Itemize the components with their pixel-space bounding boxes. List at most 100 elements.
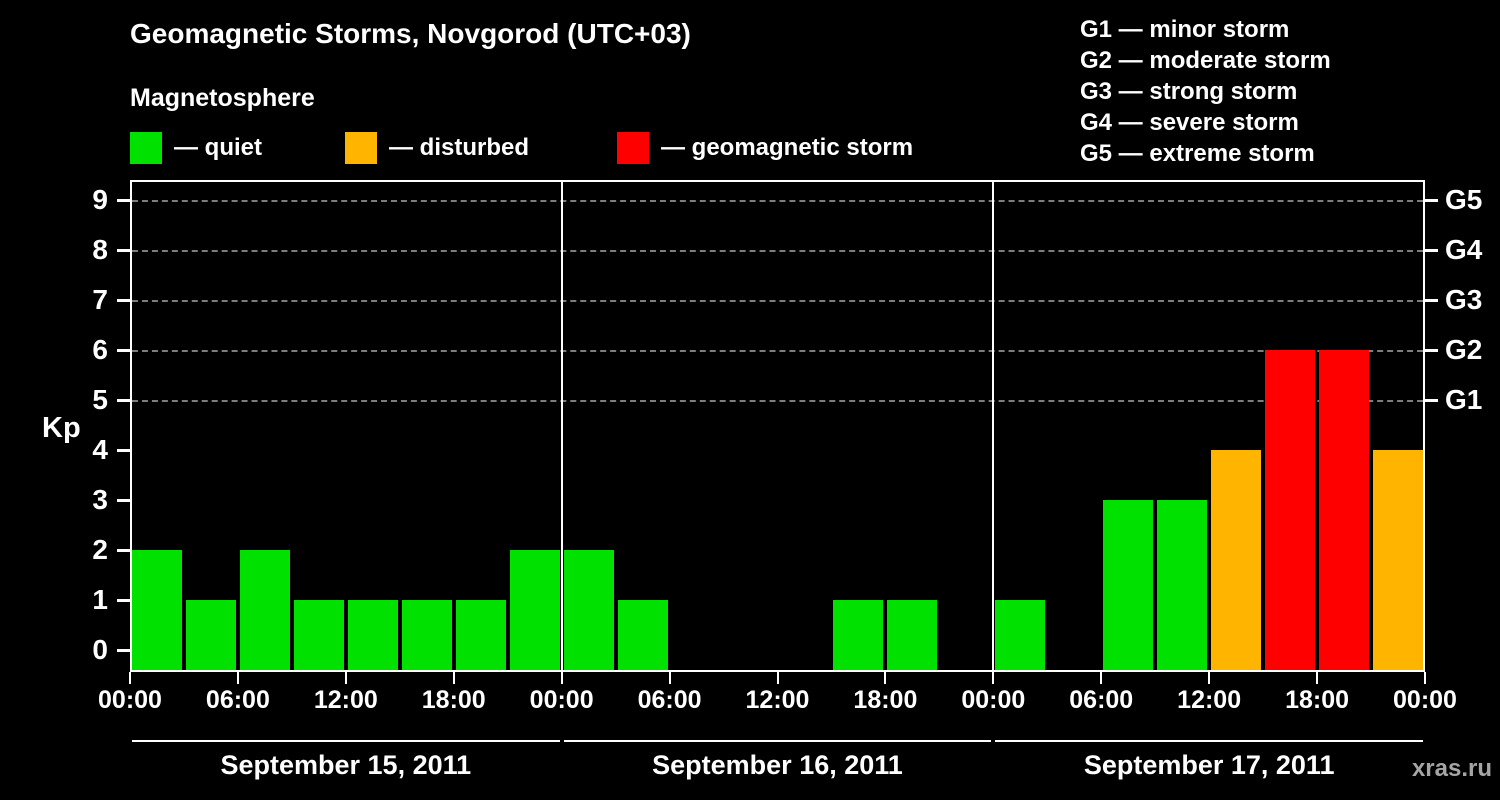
gridline-kp-5 [132, 400, 1423, 402]
storm-scale-line-g1: G1 — minor storm [1080, 16, 1290, 43]
bar-day2-h0 [563, 550, 614, 670]
bar-day1-h18 [455, 600, 506, 670]
storm-scale-line-g5: G5 — extreme storm [1080, 140, 1315, 167]
bar-day1-h3 [185, 600, 236, 670]
y-tick-label-2: 2 [92, 534, 108, 565]
gridline-kp-9 [132, 200, 1423, 202]
y-tick-5 [117, 399, 130, 402]
y-tick-1 [117, 599, 130, 602]
right-tick-g5 [1425, 199, 1438, 202]
bar-day3-h9 [1157, 500, 1208, 670]
x-day1-0000-tick [129, 672, 131, 684]
storm-scale-line-g3: G3 — strong storm [1080, 78, 1298, 105]
date-label-3: September 17, 2011 [1083, 750, 1335, 780]
x-axis-end-label: 00:00 [1393, 686, 1457, 714]
x-day1-1800-tick [452, 672, 455, 684]
bar-day1-h15 [401, 600, 452, 670]
y-tick-label-9: 9 [92, 184, 108, 215]
y-tick-label-4: 4 [92, 434, 108, 465]
bar-day3-h12 [1211, 450, 1262, 670]
right-tick-g1 [1425, 399, 1438, 402]
bar-day2-h3 [617, 600, 668, 670]
right-tick-g3 [1425, 299, 1438, 302]
x-day2-0600-label: 06:00 [637, 686, 702, 714]
bar-day1-h21 [509, 550, 560, 670]
date-bracket-1 [132, 740, 560, 742]
x-day3-1800-tick [1316, 672, 1319, 684]
y-tick-3 [117, 499, 130, 502]
bar-day1-h12 [347, 600, 398, 670]
y-tick-label-0: 0 [92, 634, 108, 665]
y-tick-label-6: 6 [92, 334, 108, 365]
plot-frame [130, 180, 1425, 672]
right-axis-label-g3: G3 [1445, 284, 1483, 315]
y-tick-0 [117, 649, 130, 652]
storm-scale-line-g4: G4 — severe storm [1080, 109, 1299, 136]
y-tick-label-3: 3 [92, 484, 108, 515]
x-day1-1200-tick [344, 672, 347, 684]
x-axis-end-tick [1424, 672, 1426, 684]
gridline-kp-8 [132, 250, 1423, 252]
x-day1-1800-label: 18:00 [421, 686, 486, 714]
legend-swatch-storm [617, 132, 649, 164]
right-axis-label-g2: G2 [1445, 334, 1483, 365]
bar-day3-h0 [995, 600, 1046, 670]
y-tick-7 [117, 299, 130, 302]
gridline-kp-7 [132, 300, 1423, 302]
x-day3-1200-tick [1208, 672, 1211, 684]
kp-color-legend: — quiet — disturbed — geomagnetic storm [130, 132, 1090, 168]
y-tick-label-7: 7 [92, 284, 108, 315]
y-tick-8 [117, 249, 130, 252]
legend-item-quiet: — quiet [130, 132, 262, 164]
legend-label-storm: — geomagnetic storm [661, 134, 914, 161]
bar-day3-h21 [1373, 450, 1423, 670]
x-day1-0600-label: 06:00 [205, 686, 270, 714]
x-day2-1800-tick [884, 672, 887, 684]
legend-item-disturbed: — disturbed [345, 132, 529, 164]
legend-item-storm: — geomagnetic storm [617, 132, 913, 164]
legend-swatch-disturbed [345, 132, 377, 164]
magnetosphere-label: Magnetosphere [130, 84, 315, 112]
x-day2-0000-label: 00:00 [529, 686, 594, 714]
bar-day2-h15 [833, 600, 884, 670]
x-day3-0600-tick [1100, 672, 1103, 684]
x-day2-0600-tick [668, 672, 671, 684]
legend-swatch-quiet [130, 132, 162, 164]
day-separator-1 [560, 180, 563, 672]
right-axis-label-g4: G4 [1445, 234, 1483, 265]
date-label-2: September 16, 2011 [652, 750, 903, 780]
x-day1-0600-tick [236, 672, 239, 684]
x-day1-0000-label: 00:00 [98, 686, 162, 714]
bar-day1-h9 [293, 600, 344, 670]
y-tick-9 [117, 199, 130, 202]
right-axis-label-g1: G1 [1445, 384, 1483, 415]
x-day3-0000-label: 00:00 [961, 686, 1026, 714]
x-day3-1800-label: 18:00 [1285, 686, 1350, 714]
bar-day1-h6 [239, 550, 290, 670]
bar-day1-h0 [132, 550, 182, 670]
x-day2-0000-tick [560, 672, 563, 684]
bar-day3-h18 [1319, 350, 1370, 670]
legend-label-disturbed: — disturbed [389, 134, 530, 161]
gridline-kp-6 [132, 350, 1423, 352]
x-day3-0000-tick [992, 672, 995, 684]
y-tick-label-1: 1 [92, 584, 108, 615]
storm-scale-legend: G1 — minor storm G2 — moderate storm G3 — … [1080, 14, 1331, 169]
y-tick-label-5: 5 [92, 384, 108, 415]
right-tick-g4 [1425, 249, 1438, 252]
y-axis-title: Kp [42, 412, 81, 444]
date-label-1: September 15, 2011 [220, 750, 472, 780]
x-day2-1200-label: 12:00 [745, 686, 810, 714]
storm-scale-line-g2: G2 — moderate storm [1080, 47, 1331, 74]
y-tick-label-8: 8 [92, 234, 108, 265]
legend-label-quiet: — quiet [174, 134, 262, 161]
bar-day3-h6 [1103, 500, 1154, 670]
watermark: xras.ru [1411, 755, 1492, 782]
y-tick-4 [117, 449, 130, 452]
y-tick-6 [117, 349, 130, 352]
day-separator-2 [992, 180, 995, 672]
date-bracket-2 [563, 740, 992, 742]
x-day2-1200-tick [776, 672, 779, 684]
